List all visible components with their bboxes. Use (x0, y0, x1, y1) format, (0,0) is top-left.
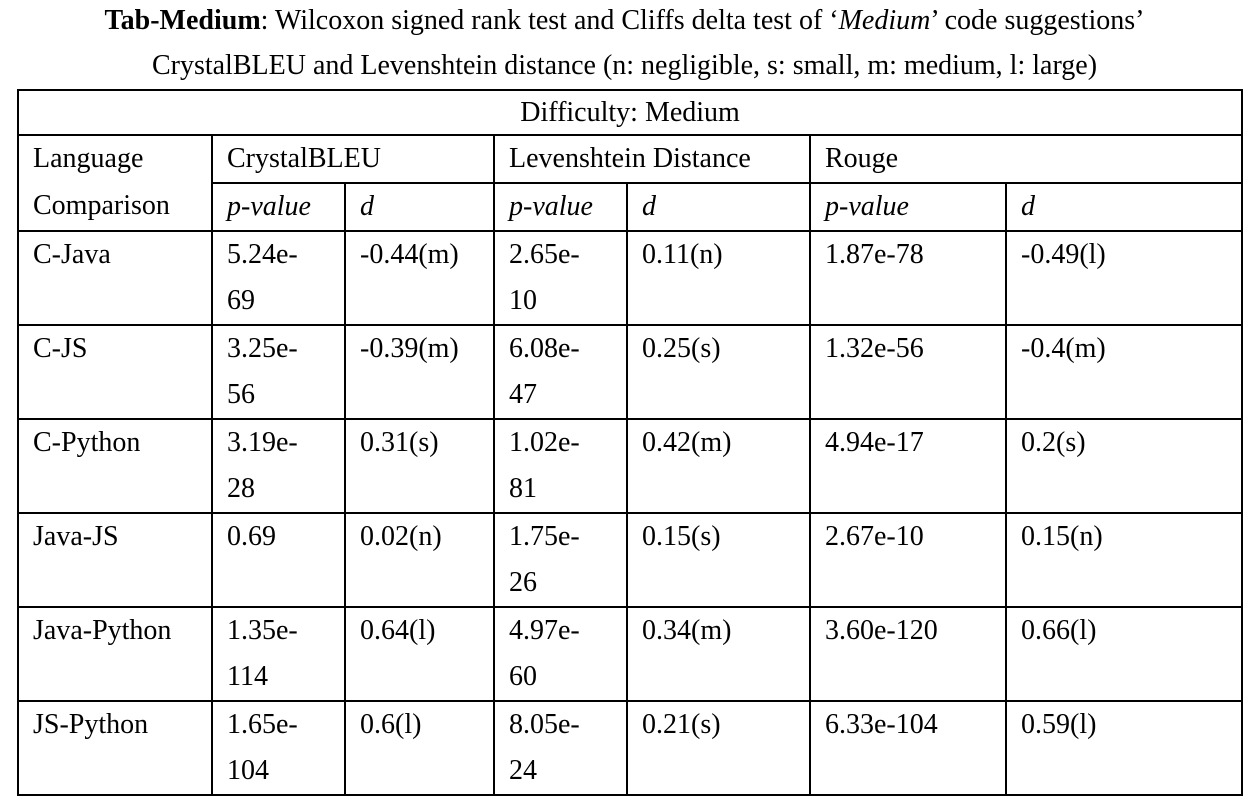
metric-header-crystalbleu: CrystalBLEU (211, 134, 495, 183)
difficulty-header-row: Difficulty: Medium (16, 89, 1244, 136)
levenshtein-p-value-cell: 2.65e- 10 (493, 230, 628, 326)
sub-header-p-value: p-value (493, 182, 628, 232)
comparison-cell: C-JS (17, 324, 213, 420)
levenshtein-d-cell: 0.34(m) (626, 606, 811, 702)
language-header-top: Language (17, 134, 213, 183)
crystalbleu-d-cell: 0.02(n) (344, 512, 495, 608)
rouge-d-cell: 0.2(s) (1004, 418, 1244, 514)
crystalbleu-p-value-cell: 3.19e- 28 (211, 418, 346, 514)
table-row: Java-Python 1.35e- 114 0.64(l) 4.97e- 60 0.34(… (17, 606, 1244, 702)
rouge-p-value-cell: 3.60e-120 (809, 606, 1007, 702)
comparison-cell: C-Python (17, 418, 213, 514)
table-caption-line-2: CrystalBLEU and Levenshtein distance (n:… (151, 50, 1098, 81)
crystalbleu-d-cell: 0.6(l) (344, 700, 495, 796)
caption-italic-term: Medium (838, 5, 931, 36)
comparison-cell: JS-Python (17, 700, 213, 796)
language-header-bottom: Comparison (17, 183, 213, 232)
levenshtein-p-value-cell: 6.08e- 47 (493, 324, 628, 420)
sub-header-d: d (1004, 182, 1244, 232)
metric-header-rouge: Rouge (808, 134, 1244, 183)
rouge-p-value-cell: 6.33e-104 (809, 700, 1007, 796)
rouge-p-value-cell: 2.67e-10 (809, 512, 1007, 608)
levenshtein-d-cell: 0.21(s) (626, 700, 811, 796)
levenshtein-p-value-cell: 1.02e- 81 (493, 418, 628, 514)
rouge-p-value-cell: 4.94e-17 (809, 418, 1007, 514)
rouge-d-cell: -0.4(m) (1004, 324, 1244, 420)
crystalbleu-d-cell: 0.64(l) (344, 606, 495, 702)
sub-header-row: Comparison p-value d p-value d p-value d (17, 182, 1244, 232)
sub-header-p-value: p-value (809, 182, 1007, 232)
crystalbleu-d-cell: 0.31(s) (344, 418, 495, 514)
crystalbleu-p-value-cell: 0.69 (211, 512, 346, 608)
crystalbleu-d-cell: -0.39(m) (344, 324, 495, 420)
results-table: Difficulty: Medium Language CrystalBLEU … (16, 89, 1244, 796)
sub-header-d: d (626, 182, 811, 232)
rouge-d-cell: -0.49(l) (1004, 230, 1244, 326)
comparison-cell: C-Java (17, 230, 213, 326)
sub-header-d: d (344, 182, 495, 232)
crystalbleu-p-value-cell: 5.24e- 69 (211, 230, 346, 326)
levenshtein-d-cell: 0.11(n) (626, 230, 811, 326)
metric-header-levenshtein: Levenshtein Distance (493, 134, 811, 183)
table-body: C-Java 5.24e- 69 -0.44(m) 2.65e- 10 0.11(n) 1.8… (17, 230, 1244, 796)
rouge-d-cell: 0.59(l) (1004, 700, 1244, 796)
rouge-p-value-cell: 1.87e-78 (809, 230, 1007, 326)
crystalbleu-p-value-cell: 1.35e- 114 (211, 606, 346, 702)
levenshtein-d-cell: 0.25(s) (626, 324, 811, 420)
rouge-p-value-cell: 1.32e-56 (809, 324, 1007, 420)
levenshtein-p-value-cell: 4.97e- 60 (493, 606, 628, 702)
table-row: C-Java 5.24e- 69 -0.44(m) 2.65e- 10 0.11(n) 1.8… (17, 230, 1244, 326)
crystalbleu-d-cell: -0.44(m) (344, 230, 495, 326)
rouge-d-cell: 0.15(n) (1004, 512, 1244, 608)
metric-header-row: Language CrystalBLEU Levenshtein Distanc… (17, 134, 1244, 183)
table-row: JS-Python 1.65e- 104 0.6(l) 8.05e- 24 0.21(s) 6… (17, 700, 1244, 796)
levenshtein-d-cell: 0.42(m) (626, 418, 811, 514)
caption-text: : Wilcoxon signed rank test and Cliffs d… (260, 5, 839, 36)
levenshtein-p-value-cell: 1.75e- 26 (493, 512, 628, 608)
table-row: C-JS 3.25e- 56 -0.39(m) 6.08e- 47 0.25(s) 1.32e… (17, 324, 1244, 420)
levenshtein-d-cell: 0.15(s) (626, 512, 811, 608)
caption-text-end: ’ code suggestions’ (930, 5, 1145, 36)
levenshtein-p-value-cell: 8.05e- 24 (493, 700, 628, 796)
comparison-cell: Java-Python (17, 606, 213, 702)
table-row: Java-JS 0.69 0.02(n) 1.75e- 26 0.15(s) 2.67e-1… (17, 512, 1244, 608)
table-row: C-Python 3.19e- 28 0.31(s) 1.02e- 81 0.42(m) 4.… (17, 418, 1244, 514)
difficulty-header: Difficulty: Medium (16, 89, 1244, 136)
sub-header-p-value: p-value (211, 182, 346, 232)
table-caption-line-1: Tab-Medium: Wilcoxon signed rank test an… (0, 0, 1249, 44)
comparison-cell: Java-JS (17, 512, 213, 608)
table-label: Tab-Medium (104, 5, 261, 36)
rouge-d-cell: 0.66(l) (1004, 606, 1244, 702)
crystalbleu-p-value-cell: 1.65e- 104 (211, 700, 346, 796)
crystalbleu-p-value-cell: 3.25e- 56 (211, 324, 346, 420)
